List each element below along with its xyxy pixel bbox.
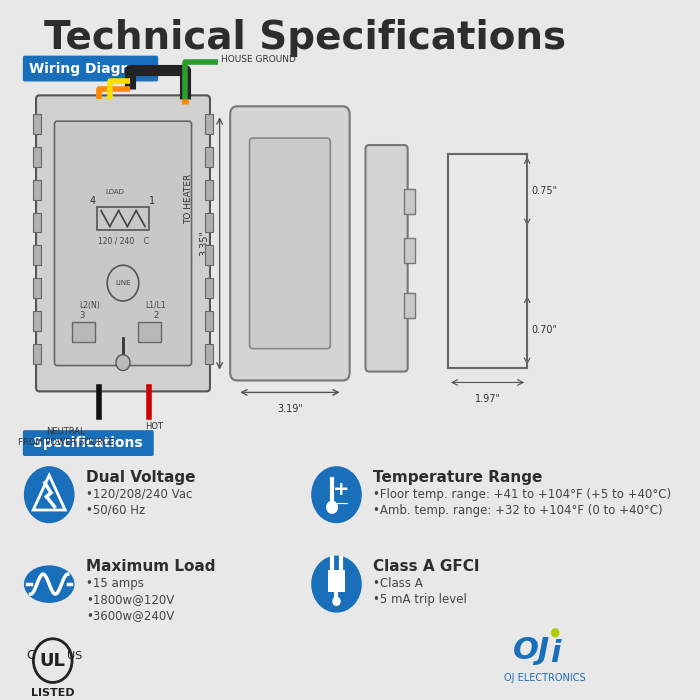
Text: C: C: [27, 649, 35, 662]
Text: NEUTRAL
FROM POWER SOURCE: NEUTRAL FROM POWER SOURCE: [18, 427, 113, 447]
Text: 3.19": 3.19": [277, 405, 303, 414]
Text: +: +: [332, 480, 349, 499]
FancyBboxPatch shape: [204, 278, 214, 298]
Ellipse shape: [25, 566, 74, 602]
FancyBboxPatch shape: [97, 206, 149, 230]
Text: 4: 4: [90, 195, 96, 206]
FancyBboxPatch shape: [23, 55, 158, 81]
Text: LOAD: LOAD: [106, 189, 125, 195]
FancyBboxPatch shape: [204, 246, 214, 265]
Text: Temperature Range: Temperature Range: [373, 470, 542, 485]
Circle shape: [116, 355, 130, 370]
Text: —: —: [334, 498, 348, 512]
Circle shape: [333, 597, 340, 606]
Text: Dual Voltage: Dual Voltage: [86, 470, 195, 485]
FancyBboxPatch shape: [36, 95, 210, 391]
FancyBboxPatch shape: [32, 114, 41, 134]
FancyBboxPatch shape: [204, 311, 214, 331]
FancyBboxPatch shape: [138, 322, 161, 342]
Text: •15 amps: •15 amps: [86, 578, 144, 590]
FancyBboxPatch shape: [204, 114, 214, 134]
Text: •50/60 Hz: •50/60 Hz: [86, 504, 146, 517]
FancyBboxPatch shape: [55, 121, 192, 365]
FancyBboxPatch shape: [32, 278, 41, 298]
FancyBboxPatch shape: [32, 147, 41, 167]
Text: TO HEATER: TO HEATER: [184, 174, 193, 224]
Text: L1/L1: L1/L1: [145, 301, 166, 310]
Text: •Class A: •Class A: [373, 578, 423, 590]
Text: Technical Specifications: Technical Specifications: [44, 19, 566, 57]
Text: 2: 2: [154, 311, 159, 320]
Text: US: US: [67, 651, 83, 661]
Text: Maximum Load: Maximum Load: [86, 559, 216, 574]
Circle shape: [327, 501, 337, 513]
FancyBboxPatch shape: [230, 106, 350, 381]
Text: UL: UL: [40, 652, 66, 670]
FancyBboxPatch shape: [32, 246, 41, 265]
Circle shape: [107, 265, 139, 301]
Text: OJ ELECTRONICS: OJ ELECTRONICS: [504, 673, 585, 682]
Text: Wiring Diagram: Wiring Diagram: [29, 62, 152, 76]
Text: 1.97": 1.97": [475, 394, 500, 405]
FancyBboxPatch shape: [32, 311, 41, 331]
FancyBboxPatch shape: [23, 430, 154, 456]
FancyBboxPatch shape: [404, 293, 414, 318]
Text: HOT: HOT: [145, 422, 163, 431]
Text: OJ: OJ: [513, 636, 550, 665]
Circle shape: [312, 556, 361, 612]
FancyBboxPatch shape: [404, 239, 414, 263]
FancyBboxPatch shape: [328, 570, 345, 592]
Text: L2(N): L2(N): [79, 301, 100, 310]
FancyBboxPatch shape: [365, 145, 407, 372]
FancyBboxPatch shape: [32, 344, 41, 363]
Text: LISTED: LISTED: [31, 688, 74, 699]
Text: 120 / 240    C: 120 / 240 C: [97, 237, 148, 246]
Text: 3: 3: [79, 311, 85, 320]
FancyBboxPatch shape: [32, 213, 41, 232]
Circle shape: [552, 629, 559, 637]
Text: HOUSE GROUND: HOUSE GROUND: [221, 55, 296, 64]
FancyBboxPatch shape: [404, 189, 414, 213]
Text: •5 mA trip level: •5 mA trip level: [373, 593, 468, 606]
Text: 1: 1: [149, 195, 155, 206]
Text: 3.35": 3.35": [199, 230, 209, 256]
FancyBboxPatch shape: [204, 344, 214, 363]
FancyBboxPatch shape: [204, 147, 214, 167]
Text: Class A GFCI: Class A GFCI: [373, 559, 480, 574]
Text: •120/208/240 Vac: •120/208/240 Vac: [86, 488, 192, 500]
Text: •1800w@120V: •1800w@120V: [86, 593, 174, 606]
Text: 0.70": 0.70": [531, 325, 557, 335]
Text: •3600w@240V: •3600w@240V: [86, 609, 174, 622]
Circle shape: [312, 467, 361, 522]
Text: •Amb. temp. range: +32 to +104°F (0 to +40°C): •Amb. temp. range: +32 to +104°F (0 to +…: [373, 504, 663, 517]
FancyBboxPatch shape: [204, 213, 214, 232]
FancyBboxPatch shape: [204, 180, 214, 200]
Text: 0.75": 0.75": [531, 186, 558, 196]
Text: i: i: [550, 639, 561, 668]
FancyBboxPatch shape: [32, 180, 41, 200]
Circle shape: [25, 467, 74, 522]
FancyBboxPatch shape: [249, 138, 330, 349]
FancyBboxPatch shape: [72, 322, 95, 342]
Text: •Floor temp. range: +41 to +104°F (+5 to +40°C): •Floor temp. range: +41 to +104°F (+5 to…: [373, 488, 671, 500]
Text: Specifications: Specifications: [34, 436, 143, 450]
Text: LINE: LINE: [116, 280, 131, 286]
